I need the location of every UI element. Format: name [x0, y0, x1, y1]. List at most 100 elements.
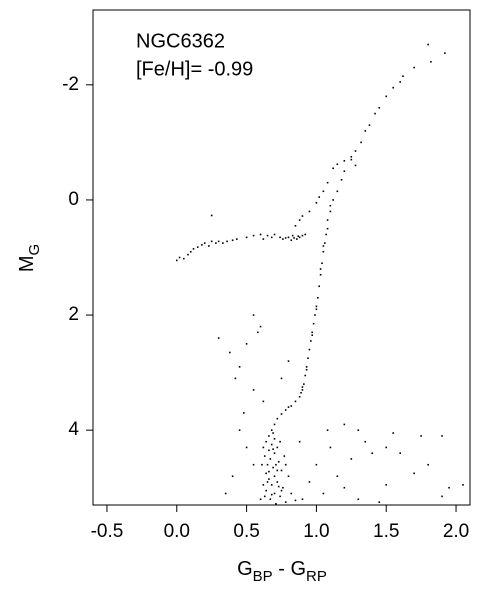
star-point [238, 366, 241, 368]
star-point [301, 234, 304, 237]
star-point [284, 237, 287, 239]
star-point [272, 448, 274, 450]
star-point [270, 443, 273, 446]
star-point [268, 435, 270, 437]
star-point [371, 452, 374, 454]
star-point [262, 484, 265, 486]
star-point [238, 429, 241, 431]
star-point [262, 238, 265, 240]
star-point [269, 458, 272, 460]
star-point [259, 233, 262, 236]
star-point [262, 446, 265, 449]
star-point [326, 227, 329, 230]
star-point [301, 386, 304, 388]
star-point [243, 412, 245, 414]
star-point [308, 210, 311, 213]
star-point [273, 233, 276, 236]
star-point [332, 167, 334, 170]
star-point [261, 463, 263, 466]
star-point [357, 429, 360, 431]
star-point [294, 499, 297, 502]
y-tick-label: -2 [62, 74, 79, 95]
star-point [374, 112, 376, 115]
star-point [336, 190, 339, 193]
star-point [321, 262, 323, 265]
star-point [280, 469, 283, 472]
star-point [441, 495, 443, 498]
star-point [268, 478, 270, 480]
y-label-sub: G [26, 244, 43, 256]
star-point [272, 466, 274, 469]
star-point [392, 86, 395, 89]
star-point [201, 244, 203, 246]
star-point [226, 240, 228, 243]
star-point [252, 234, 255, 237]
star-point [277, 485, 280, 488]
star-point [343, 423, 346, 426]
star-point [282, 486, 284, 489]
star-point [427, 463, 429, 466]
star-point [294, 225, 297, 227]
star-point [268, 449, 270, 452]
star-point [448, 486, 450, 489]
star-point [217, 337, 220, 339]
star-point [245, 446, 248, 449]
star-point [280, 413, 283, 415]
star-point [304, 374, 307, 377]
star-point [319, 268, 322, 270]
star-point [336, 163, 339, 166]
star-point [280, 377, 283, 380]
star-point [298, 236, 301, 239]
star-point [270, 236, 273, 239]
star-point [296, 238, 298, 240]
star-point [378, 501, 381, 503]
star-point [298, 440, 301, 443]
star-point [245, 343, 248, 345]
star-point [385, 484, 388, 486]
star-point [326, 181, 329, 184]
star-point [301, 215, 304, 217]
star-point [279, 236, 281, 239]
star-point [444, 52, 446, 54]
star-point [315, 305, 318, 308]
star-point [266, 481, 269, 483]
star-point [364, 440, 367, 443]
star-point [311, 334, 314, 337]
star-point [269, 498, 272, 501]
star-point [304, 233, 307, 236]
star-point [319, 273, 322, 276]
star-point [315, 202, 318, 204]
star-point [178, 256, 181, 259]
star-point [287, 406, 290, 408]
star-point [210, 240, 213, 243]
star-point [245, 236, 248, 239]
star-point [287, 360, 290, 362]
star-point [259, 325, 262, 328]
star-point [252, 463, 255, 466]
annotation: [Fe/H]= -0.99 [136, 58, 253, 80]
star-point [276, 417, 279, 420]
star-point [307, 357, 309, 360]
star-point [305, 366, 308, 368]
star-point [265, 440, 267, 443]
star-point [275, 503, 277, 505]
star-point [385, 446, 388, 449]
star-point [270, 429, 273, 431]
star-point [364, 130, 367, 132]
star-point [354, 164, 357, 167]
star-point [270, 484, 273, 486]
star-point [350, 158, 353, 161]
star-point [329, 204, 332, 207]
star-point [224, 492, 227, 495]
star-point [354, 150, 357, 152]
star-point [259, 498, 262, 501]
star-point [263, 455, 266, 457]
star-point [297, 235, 300, 238]
star-point [298, 395, 301, 398]
x-tick-label: 0.5 [233, 521, 259, 542]
star-point [326, 429, 329, 431]
star-point [275, 463, 277, 466]
star-point [301, 389, 304, 391]
x-tick-label: 0.0 [164, 521, 190, 542]
